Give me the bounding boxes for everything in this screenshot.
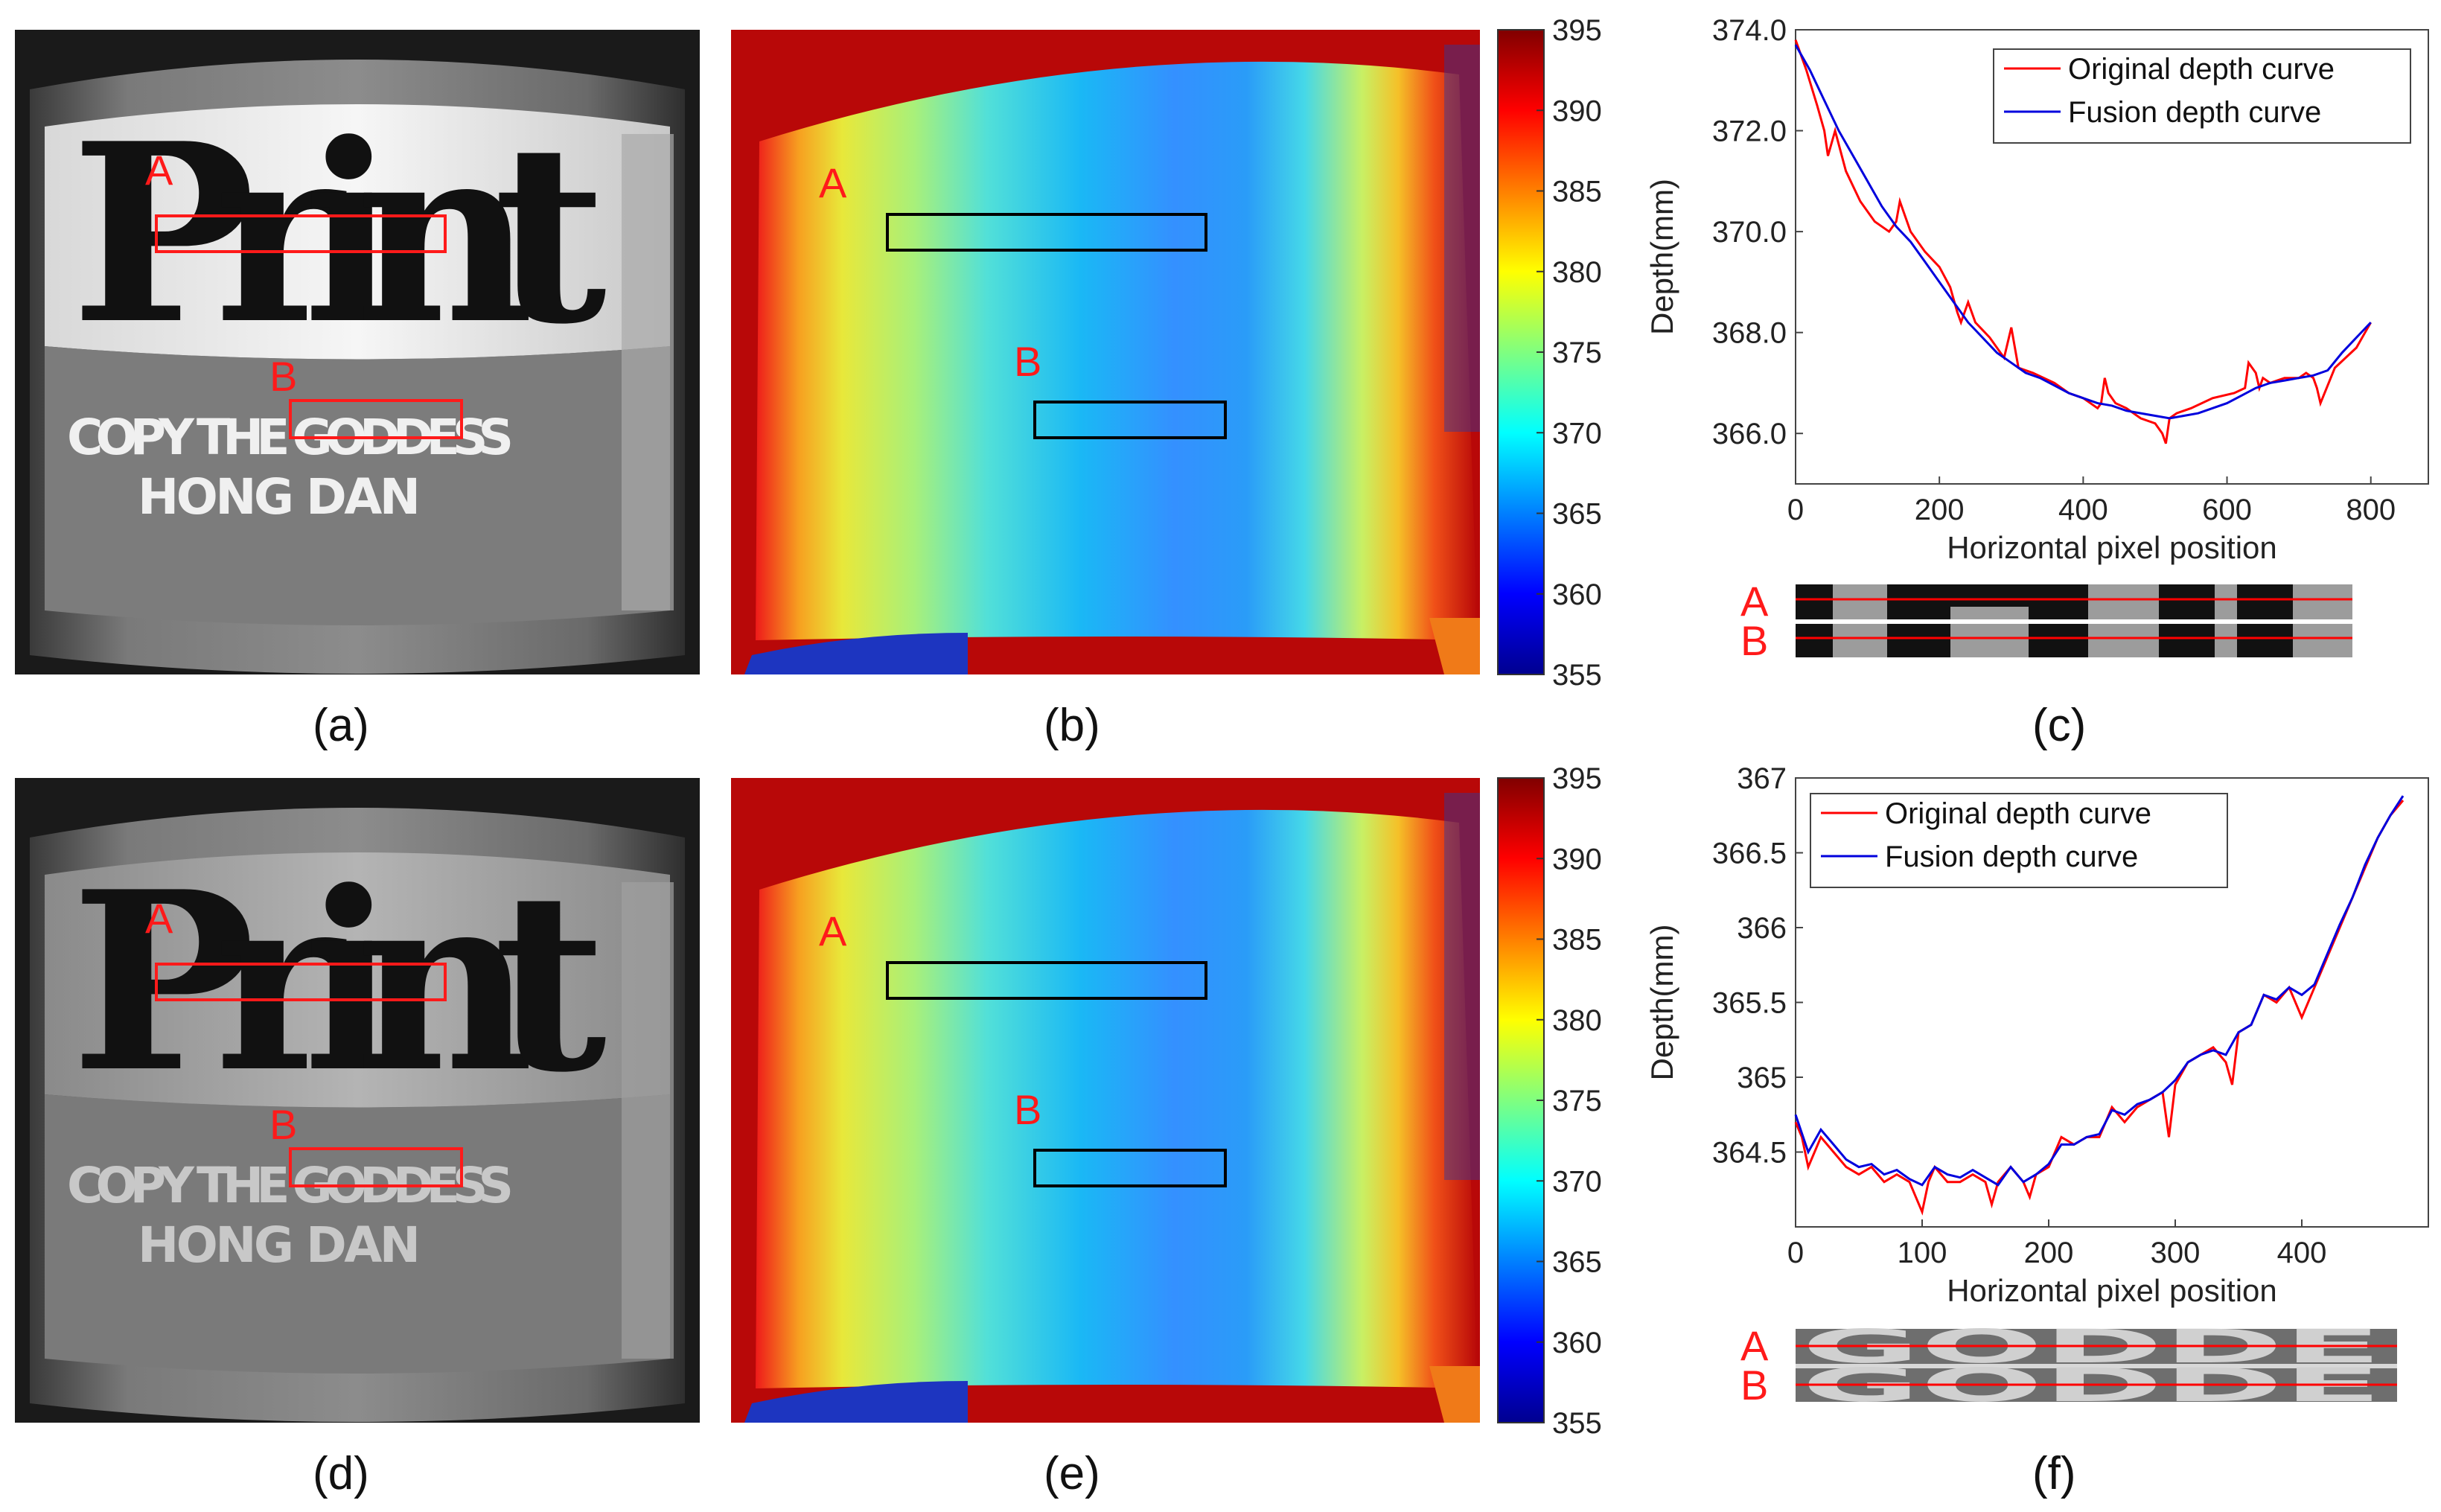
y-tick-label: 374.0 — [1712, 14, 1787, 47]
box-a-black — [886, 213, 1207, 252]
x-axis-label: Horizontal pixel position — [1947, 530, 2277, 565]
box-a-red-d — [155, 963, 447, 1001]
colorbar-tick-label: 390 — [1552, 843, 1602, 875]
can-label-white — [45, 104, 670, 360]
colorbar-tick-label: 370 — [1552, 417, 1602, 450]
legend-entry: Original depth curve — [1885, 797, 2151, 830]
colorbar-bottom: 395 390 385 380 375 370 365 360 355 — [1497, 762, 1602, 1440]
strip-f: GODDE GODDE — [1796, 1319, 2397, 1412]
strip-f-label-b: B — [1740, 1362, 1768, 1409]
box-label-b-d: B — [269, 1101, 297, 1148]
caption-e: (e) — [1044, 1448, 1100, 1499]
colorbar-top: 395 390 385 380 375 370 365 360 355 — [1497, 14, 1602, 692]
strip-c-label-a: A — [1740, 578, 1769, 625]
depth-label-a: A — [819, 159, 847, 206]
box-label-a-d: A — [145, 895, 173, 942]
colorbar-tick-label: 360 — [1552, 1327, 1602, 1359]
x-tick-label: 100 — [1898, 1237, 1947, 1269]
depth-label-b: B — [1014, 338, 1041, 385]
y-tick-label: 367 — [1737, 762, 1787, 795]
chart-c: 0 200 400 600 800 366.0 368.0 370.0 372.0 374.0 Ho… — [1644, 14, 2429, 565]
panel-b-depthmap — [731, 30, 1480, 674]
panel-a-photo: Print COPY THE GODDESS HONG DAN — [15, 30, 700, 674]
y-tick-label: 366.5 — [1712, 838, 1787, 870]
colorbar-tick-label: 390 — [1552, 95, 1602, 127]
y-tick-label: 370.0 — [1712, 216, 1787, 249]
strip-c-label-b: B — [1740, 617, 1768, 664]
series-line-fusion — [1794, 795, 2405, 1187]
strip-c — [1796, 584, 2352, 657]
colorbar-tick-label: 365 — [1552, 1246, 1602, 1279]
legend-entry: Fusion depth curve — [2068, 96, 2321, 129]
colorbar-tick-label: 385 — [1552, 924, 1602, 957]
depth-label-b-e: B — [1014, 1086, 1041, 1133]
y-axis-label: Depth(mm) — [1644, 924, 1679, 1080]
legend-entry: Fusion depth curve — [1885, 840, 2138, 873]
x-tick-label: 0 — [1787, 494, 1804, 526]
x-tick-label: 400 — [2277, 1237, 2327, 1269]
can-text-line2: HONG DAN — [138, 468, 421, 526]
box-a-red — [155, 214, 447, 253]
colorbar-tick-label: 395 — [1552, 14, 1602, 47]
colorbar-tick-label: 395 — [1552, 762, 1602, 795]
panel-d-photo: Print COPY THE GODDESS HONG DAN — [15, 778, 700, 1423]
print-word-d: Print — [71, 838, 608, 1126]
box-b-red-d — [289, 1147, 463, 1187]
y-axis-label: Depth(mm) — [1644, 179, 1679, 335]
colorbar-tick-label: 370 — [1552, 1165, 1602, 1198]
box-b-black — [1033, 401, 1227, 439]
can-label-grey — [45, 852, 670, 1108]
x-tick-label: 600 — [2202, 494, 2252, 526]
colorbar-tick-label: 355 — [1552, 1407, 1602, 1440]
y-tick-label: 365 — [1737, 1062, 1787, 1094]
legend-box — [1993, 48, 2411, 144]
caption-b: (b) — [1044, 700, 1100, 751]
panel-e-depthmap — [731, 778, 1480, 1423]
colorbar-tick-label: 375 — [1552, 1085, 1602, 1117]
y-tick-label: 365.5 — [1712, 987, 1787, 1020]
strip-f-label-a: A — [1740, 1322, 1769, 1369]
x-tick-label: 0 — [1787, 1237, 1804, 1269]
caption-a: (a) — [313, 700, 369, 751]
box-label-b: B — [269, 353, 297, 400]
box-b-black-e — [1033, 1149, 1227, 1187]
colorbar-tick-label: 355 — [1552, 659, 1602, 692]
y-tick-label: 366.0 — [1712, 418, 1787, 450]
y-tick-label: 372.0 — [1712, 115, 1787, 148]
colorbar-tick-label: 360 — [1552, 578, 1602, 611]
x-tick-label: 400 — [2058, 494, 2108, 526]
x-tick-label: 200 — [2024, 1237, 2074, 1269]
series-line-fusion — [1794, 44, 2372, 420]
goddess-figure-d — [622, 882, 674, 1359]
y-tick-label: 364.5 — [1712, 1137, 1787, 1170]
colorbar-tick-label: 365 — [1552, 498, 1602, 531]
legend-box — [1810, 793, 2228, 888]
y-tick-label: 366 — [1737, 912, 1787, 945]
print-word: Print — [71, 89, 608, 378]
caption-d: (d) — [313, 1448, 369, 1499]
chart-f: 0 100 200 300 400 364.5 365 365.5 366 366.5 367 Hor… — [1644, 762, 2429, 1308]
box-b-red — [289, 399, 463, 439]
colorbar-tick-label: 385 — [1552, 176, 1602, 208]
colorbar-tick-label: 375 — [1552, 336, 1602, 369]
depth-label-a-e: A — [819, 907, 847, 954]
box-a-black-e — [886, 961, 1207, 1000]
caption-c: (c) — [2032, 700, 2086, 751]
colorbar-tick-label: 380 — [1552, 1004, 1602, 1037]
colorbar-tick-label: 380 — [1552, 256, 1602, 289]
caption-f: (f) — [2032, 1448, 2076, 1499]
legend-entry: Original depth curve — [2068, 53, 2335, 86]
box-label-a: A — [145, 147, 173, 194]
y-tick-label: 368.0 — [1712, 317, 1787, 350]
x-axis-label: Horizontal pixel position — [1947, 1273, 2277, 1308]
x-tick-label: 800 — [2346, 494, 2396, 526]
goddess-figure — [622, 134, 674, 610]
can-text-line2-d: HONG DAN — [138, 1216, 421, 1274]
x-tick-label: 200 — [1915, 494, 1965, 526]
x-tick-label: 300 — [2151, 1237, 2201, 1269]
